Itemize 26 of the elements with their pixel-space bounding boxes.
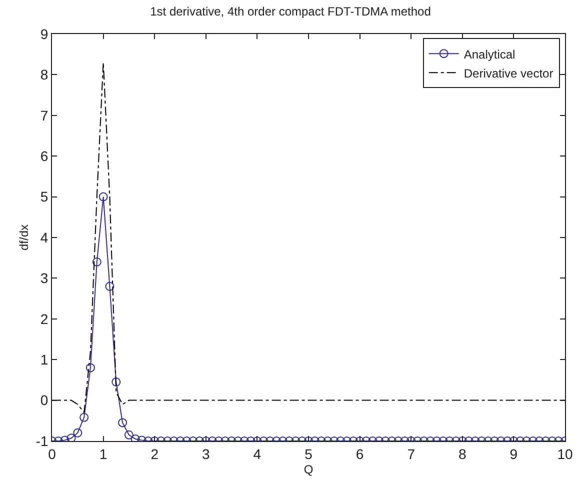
y-tick-label: 1 bbox=[40, 352, 48, 368]
y-tick-label: 0 bbox=[40, 392, 48, 408]
x-axis-title: Q bbox=[304, 462, 314, 477]
y-tick-label: 3 bbox=[40, 270, 48, 286]
y-axis-title: df/dx bbox=[17, 224, 32, 251]
legend-label: Analytical bbox=[464, 47, 516, 62]
x-tick-label: 8 bbox=[458, 446, 466, 462]
x-tick-label: 1 bbox=[99, 446, 108, 462]
x-tick-label: 10 bbox=[557, 446, 573, 462]
x-tick-label: 5 bbox=[304, 446, 313, 462]
x-tick-label: 3 bbox=[202, 446, 210, 462]
y-tick-label: 9 bbox=[40, 26, 48, 42]
x-tick-label: 4 bbox=[253, 446, 262, 462]
y-tick-label: 6 bbox=[40, 148, 48, 164]
y-tick-label: 7 bbox=[40, 107, 48, 124]
y-tick-label: 5 bbox=[40, 188, 48, 205]
legend-label: Derivative vector bbox=[464, 66, 554, 80]
y-tick-label: 2 bbox=[40, 310, 48, 327]
x-tick-label: 7 bbox=[407, 446, 416, 462]
x-tick-label: 6 bbox=[356, 446, 364, 462]
x-tick-label: 9 bbox=[510, 446, 518, 462]
y-tick-label: 8 bbox=[40, 66, 48, 83]
x-tick-label: 2 bbox=[150, 446, 159, 462]
y-tick-label: 4 bbox=[40, 229, 48, 246]
chart-title: 1st derivative, 4th order compact FDT-TDMA method bbox=[150, 4, 431, 19]
y-tick-label: -1 bbox=[36, 432, 48, 449]
